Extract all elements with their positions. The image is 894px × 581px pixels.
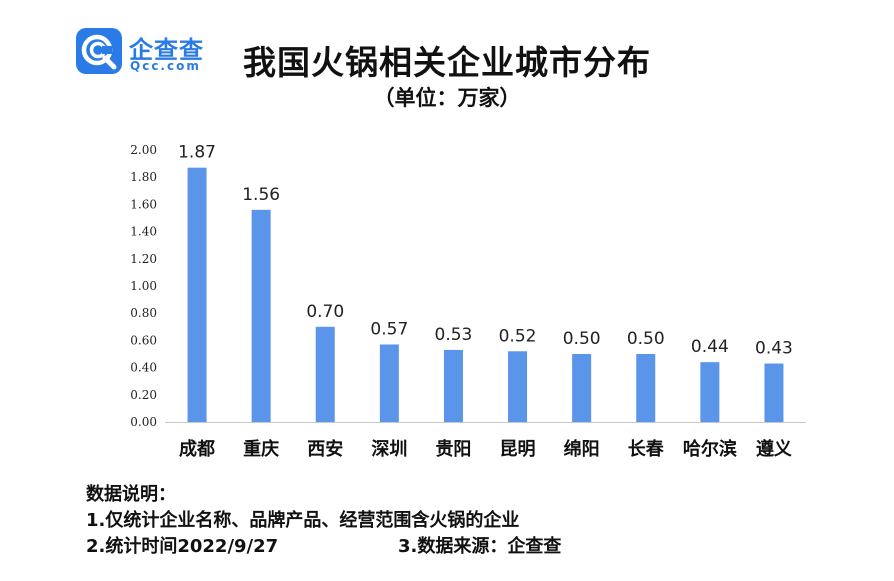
- notes-line-1: 1.仅统计企业名称、品牌产品、经营范围含火锅的企业: [86, 510, 520, 531]
- y-tick-label: 0.20: [130, 388, 157, 402]
- x-tick-label: 昆明: [500, 439, 536, 460]
- chart-title: 我国火锅相关企业城市分布: [243, 43, 651, 82]
- x-tick-label: 哈尔滨: [683, 438, 737, 460]
- data-notes: 数据说明： 1.仅统计企业名称、品牌产品、经营范围含火锅的企业 2.统计时间20…: [86, 482, 561, 560]
- bar: [187, 167, 207, 422]
- x-tick-label: 重庆: [243, 438, 279, 460]
- x-axis-labels: 成都 重庆 西安 深圳 贵阳 昆明 绵阳 长春 哈尔滨 遵义: [179, 438, 792, 460]
- notes-line-3: 3.数据来源：企查查: [398, 536, 562, 557]
- x-tick-label: 深圳: [371, 438, 407, 460]
- value-label: 1.87: [178, 143, 216, 163]
- value-label: 0.52: [499, 326, 537, 346]
- y-tick-label: 1.00: [130, 279, 157, 293]
- value-label: 0.43: [755, 339, 793, 359]
- x-tick-label: 长春: [628, 438, 665, 460]
- y-tick-label: 0.40: [130, 361, 157, 375]
- bar: [379, 344, 399, 422]
- x-tick-label: 西安: [307, 438, 343, 460]
- qcc-logo-icon: [76, 28, 122, 74]
- bar: [764, 363, 784, 422]
- bar: [700, 362, 720, 422]
- value-label: 1.56: [242, 185, 280, 205]
- x-tick-label: 遵义: [756, 438, 792, 460]
- bar: [443, 349, 463, 422]
- value-label: 0.57: [370, 319, 408, 339]
- y-tick-label: 2.00: [130, 143, 157, 157]
- bar: [508, 351, 528, 422]
- value-label: 0.50: [627, 329, 665, 349]
- logo-domain: Qcc.com: [130, 59, 201, 73]
- notes-line-2: 2.统计时间2022/9/27: [86, 536, 279, 557]
- value-label: 0.50: [563, 329, 601, 349]
- logo-name: 企查查: [129, 36, 204, 64]
- x-tick-label: 绵阳: [564, 438, 600, 460]
- value-label: 0.44: [691, 337, 729, 357]
- bar: [572, 354, 592, 422]
- brand-logo: 企查查 Qcc.com: [76, 28, 226, 76]
- value-labels: 1.87 1.56 0.70 0.57 0.53 0.52 0.50 0.50 0.44 0.43: [178, 143, 793, 359]
- value-label: 0.53: [435, 325, 473, 345]
- y-tick-label: 0.00: [130, 415, 157, 429]
- y-tick-label: 1.60: [130, 197, 157, 211]
- chart-subtitle: （单位：万家）: [373, 86, 521, 110]
- y-tick-label: 0.80: [130, 306, 157, 320]
- x-tick-label: 贵阳: [435, 439, 471, 460]
- y-axis-ticks: 0.00 0.20 0.40 0.60 0.80 1.00 1.20 1.40 1.60 1.80…: [130, 143, 157, 429]
- y-tick-label: 1.40: [130, 225, 157, 239]
- x-tick-label: 成都: [179, 438, 215, 460]
- bar: [636, 354, 656, 422]
- bars: [187, 167, 784, 422]
- y-tick-label: 1.80: [130, 170, 157, 184]
- bar-chart: 0.00 0.20 0.40 0.60 0.80 1.00 1.20 1.40 1.60 1.80…: [130, 143, 806, 460]
- bar: [315, 326, 335, 422]
- bar: [251, 209, 271, 422]
- y-tick-label: 0.60: [130, 333, 157, 347]
- y-tick-label: 1.20: [130, 252, 157, 266]
- value-label: 0.70: [306, 302, 344, 322]
- notes-heading: 数据说明：: [86, 484, 176, 505]
